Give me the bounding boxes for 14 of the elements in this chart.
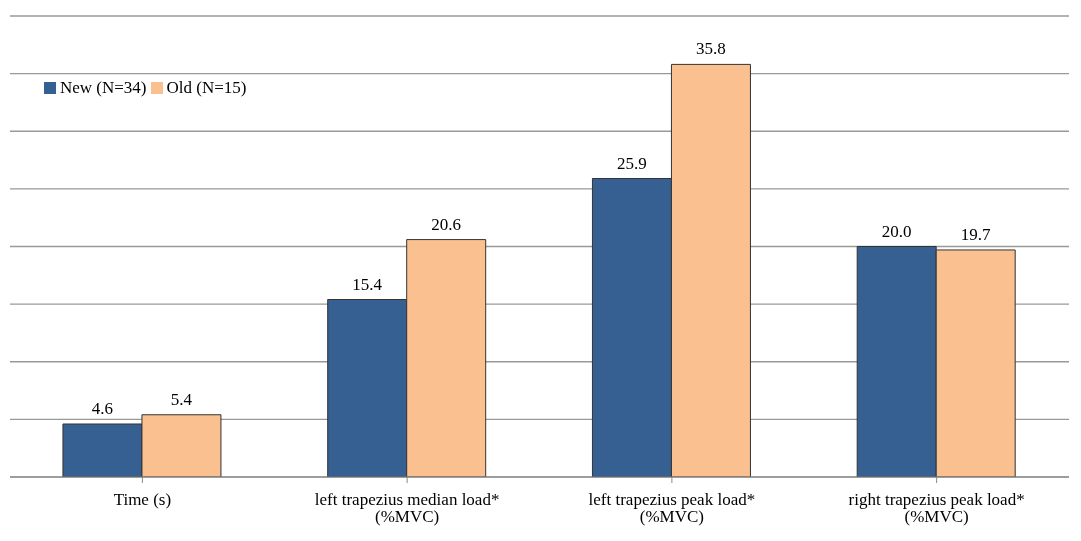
- data-label: 19.7: [960, 224, 992, 244]
- data-label: 25.9: [617, 153, 647, 173]
- data-label: 15.4: [352, 274, 383, 294]
- x-tick-label: left trapezius median load* (%MVC): [314, 490, 500, 527]
- x-tick-label: right trapezius peak load* (%MVC): [848, 490, 1025, 527]
- data-label: 4.6: [91, 398, 114, 418]
- data-label: 20.0: [881, 221, 912, 241]
- data-label: 20.6: [431, 214, 462, 234]
- x-tick-label: Time (s): [113, 490, 172, 510]
- data-label: 35.8: [696, 39, 726, 59]
- x-tick-label: left trapezius peak load* (%MVC): [588, 490, 756, 527]
- legend-label: Old (N=15): [165, 78, 247, 98]
- data-label: 5.4: [170, 389, 193, 409]
- legend-label: New (N=34): [59, 78, 147, 98]
